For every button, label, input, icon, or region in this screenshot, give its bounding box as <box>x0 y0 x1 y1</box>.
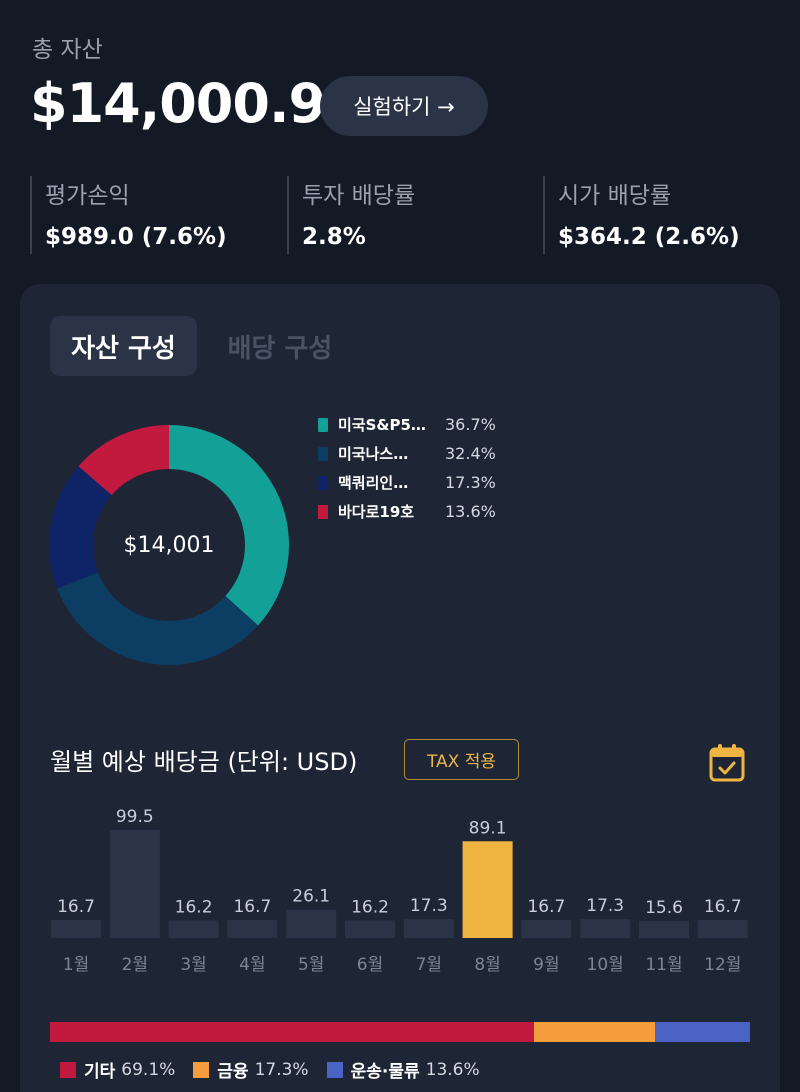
bar[interactable] <box>345 920 395 938</box>
stat-value: $989.0 (7.6%) <box>45 224 227 250</box>
bar-value-label: 26.1 <box>292 887 330 907</box>
bar[interactable] <box>580 919 631 938</box>
bar[interactable] <box>51 919 101 938</box>
bar-value-label: 16.7 <box>233 897 271 917</box>
month-tick-label: 10월 <box>587 955 624 975</box>
sector-swatch <box>60 1061 76 1078</box>
stat-value: $364.2 (2.6%) <box>558 224 740 250</box>
month-tick-label: 2월 <box>122 955 148 975</box>
donut-slice <box>49 466 112 589</box>
bar-value-label: 17.3 <box>410 896 448 916</box>
legend-name: 바다로19호 <box>338 503 415 521</box>
try-experiment-button[interactable]: 실험하기 → <box>320 76 488 136</box>
legend-percent: 17.3% <box>445 473 496 492</box>
bar[interactable] <box>168 920 219 938</box>
sector-name: 기타 <box>84 1062 116 1082</box>
month-tick-label: 7월 <box>416 955 442 975</box>
bar[interactable] <box>639 921 689 938</box>
legend-swatch <box>318 446 328 461</box>
donut-slice <box>57 572 259 665</box>
legend-name: 미국나스… <box>338 445 409 463</box>
total-assets-value: $14,000.9 <box>30 72 326 135</box>
legend-percent: 32.4% <box>445 444 496 463</box>
month-tick-label: 11월 <box>645 955 682 975</box>
bar-value-label: 16.7 <box>704 897 742 917</box>
donut-legend: 미국S&P5… 36.7% 미국나스… 32.4% 맥쿼리인… 17.3% 바다로19호 13… <box>318 410 496 526</box>
legend-item: 맥쿼리인… 17.3% <box>318 468 496 497</box>
bar[interactable] <box>521 919 572 938</box>
donut-slice <box>169 425 289 626</box>
sector-segment <box>533 1022 655 1042</box>
bar-value-label: 99.5 <box>116 807 154 827</box>
sector-name: 운송·물류 <box>350 1062 420 1082</box>
legend-name: 맥쿼리인… <box>338 474 409 492</box>
legend-percent: 36.7% <box>445 415 496 434</box>
sector-legend-item: 금융 17.3% <box>193 1057 309 1082</box>
sector-stack-bar <box>50 1022 750 1042</box>
stat-investment-yield: 투자 배당률 2.8% <box>287 176 415 254</box>
asset-donut-chart <box>49 425 289 665</box>
stat-value: 2.8% <box>302 224 366 250</box>
bar[interactable] <box>227 919 278 938</box>
sector-legend-item: 기타 69.1% <box>60 1057 175 1082</box>
monthly-dividend-bar-chart: 16.7 1월 99.5 2월 16.2 3월 16.7 4월 26.1 5월 16.2 6월 17.3… <box>51 807 748 975</box>
bar-value-label: 16.7 <box>57 897 95 917</box>
sector-swatch <box>326 1061 343 1078</box>
sector-percent: 69.1% <box>121 1059 176 1080</box>
bar[interactable] <box>109 830 160 938</box>
stat-market-yield: 시가 배당률 $364.2 (2.6%) <box>543 176 740 254</box>
bar[interactable] <box>403 919 454 938</box>
calendar-check-icon[interactable] <box>709 743 745 783</box>
sector-segment <box>654 1022 750 1042</box>
stat-label: 평가손익 <box>45 183 130 209</box>
bar[interactable] <box>286 909 337 938</box>
legend-item: 미국나스… 32.4% <box>318 439 496 468</box>
legend-swatch <box>318 417 328 432</box>
month-tick-label: 3월 <box>180 955 206 975</box>
legend-name: 미국S&P5… <box>338 416 426 434</box>
month-tick-label: 4월 <box>239 955 265 975</box>
bar-value-label: 16.2 <box>175 897 213 917</box>
bar-value-label: 15.6 <box>645 898 683 918</box>
month-tick-label: 12월 <box>704 955 741 975</box>
tax-apply-button[interactable]: TAX 적용 <box>404 739 519 780</box>
legend-swatch <box>318 504 328 519</box>
bar-value-label: 89.1 <box>469 818 507 838</box>
sector-name: 금융 <box>217 1062 249 1082</box>
bar-value-label: 17.3 <box>586 896 624 916</box>
sector-percent: 17.3% <box>254 1059 309 1080</box>
legend-item: 미국S&P5… 36.7% <box>318 410 496 439</box>
month-tick-label: 6월 <box>357 955 383 975</box>
month-tick-label: 1월 <box>63 955 89 975</box>
tab-dividend-composition[interactable]: 배당 구성 <box>227 333 333 364</box>
bar[interactable] <box>697 919 748 938</box>
month-tick-label: 8월 <box>474 955 500 975</box>
sector-percent: 13.6% <box>425 1059 480 1080</box>
month-tick-label: 9월 <box>533 955 559 975</box>
month-tick-label: 5월 <box>298 955 324 975</box>
stat-unrealized-pnl: 평가손익 $989.0 (7.6%) <box>30 176 227 254</box>
donut-center-value: $14,001 <box>123 532 215 558</box>
sector-segment <box>50 1022 534 1042</box>
stat-label: 투자 배당률 <box>302 183 416 209</box>
legend-percent: 13.6% <box>445 502 496 521</box>
legend-item: 바다로19호 13.6% <box>318 497 496 526</box>
stat-label: 시가 배당률 <box>558 183 672 209</box>
total-assets-label: 총 자산 <box>32 37 103 63</box>
sector-legend-item: 운송·물류 13.6% <box>326 1057 480 1082</box>
bar-value-label: 16.7 <box>527 897 565 917</box>
bar-value-label: 16.2 <box>351 897 389 917</box>
donut-slice <box>78 425 169 496</box>
tab-asset-composition[interactable]: 자산 구성 <box>50 316 197 376</box>
sector-legend: 기타 69.1% 금융 17.3% 운송·물류 13.6% <box>60 1057 498 1082</box>
portfolio-card <box>20 284 780 1092</box>
monthly-dividend-title: 월별 예상 배당금 (단위: USD) <box>50 748 358 776</box>
sector-swatch <box>193 1061 210 1078</box>
bar[interactable] <box>462 841 513 938</box>
legend-swatch <box>318 475 328 490</box>
